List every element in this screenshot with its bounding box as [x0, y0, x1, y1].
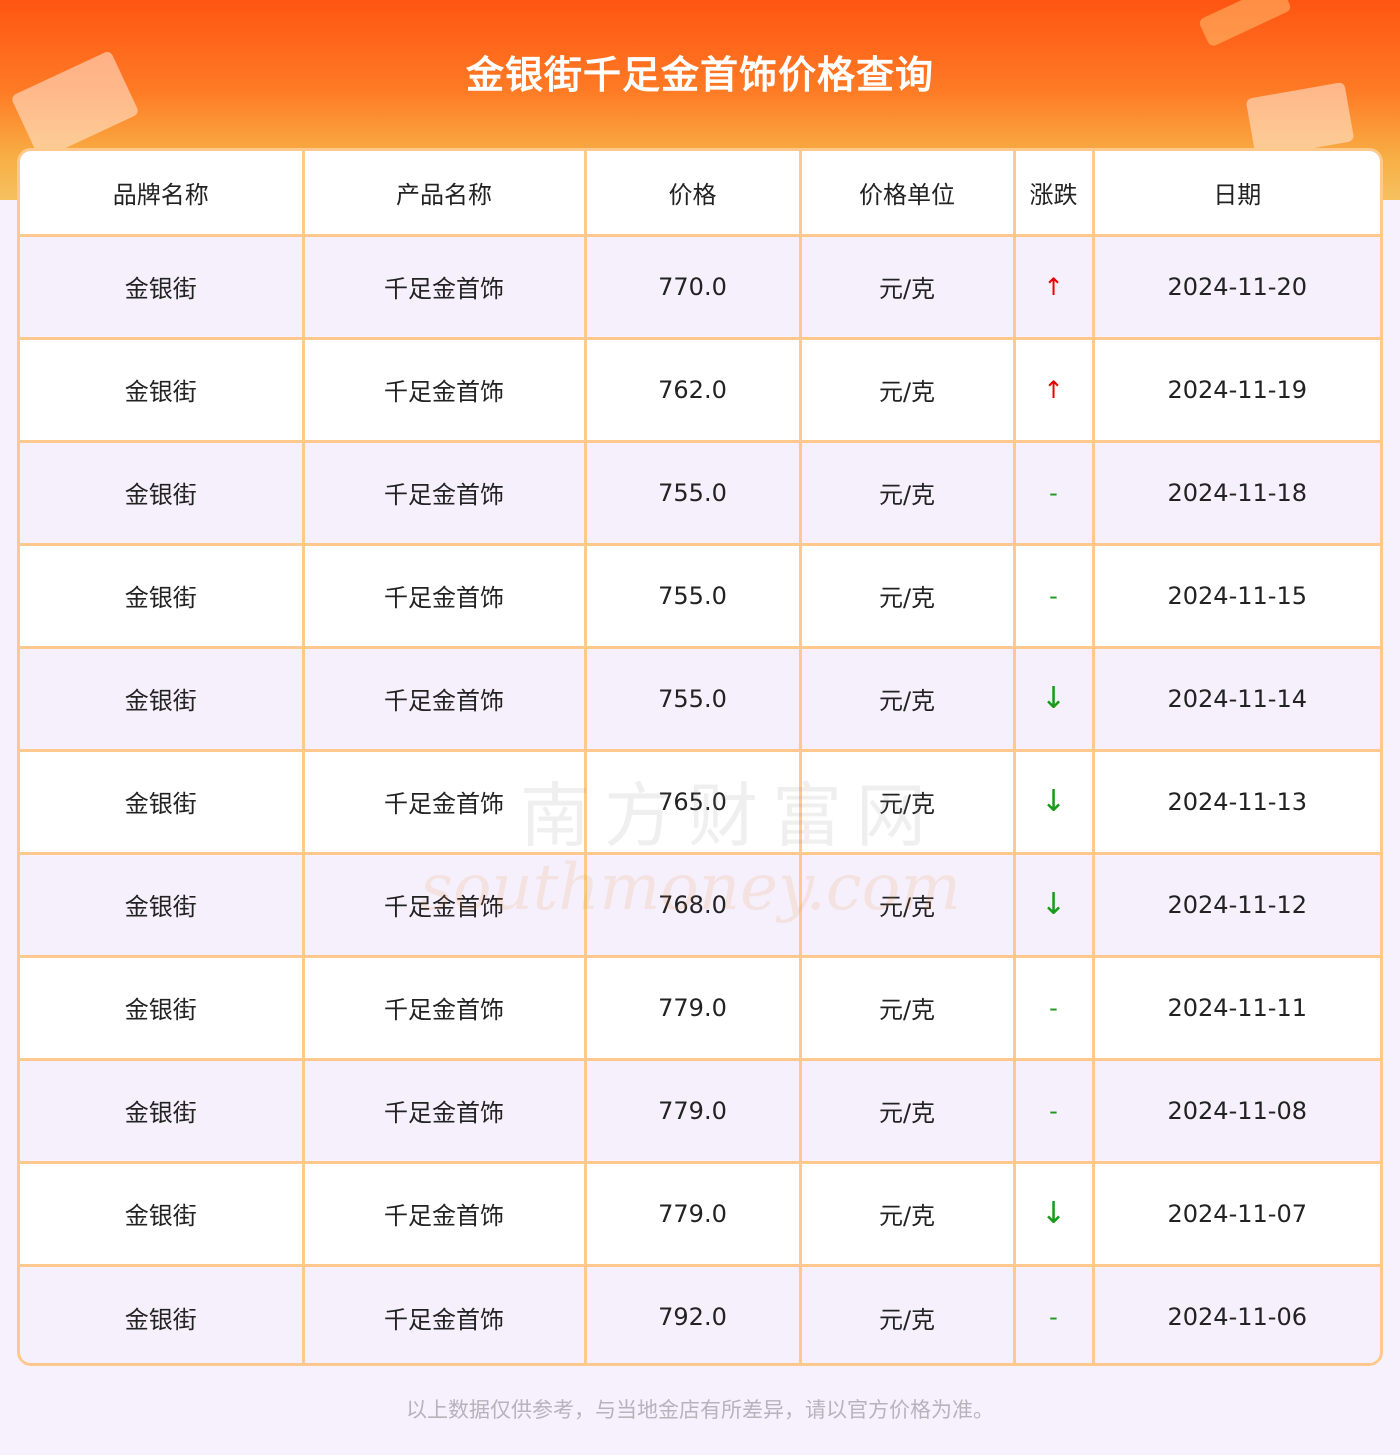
arrow-up-icon: ↑ — [1012, 336, 1095, 443]
table-row: 金银街 千足金首饰 755.0 元/克 -2024-11-18 — [20, 439, 1380, 546]
cell-date: 2024-11-11 — [1091, 954, 1380, 1061]
cell-unit: 元/克 — [798, 1160, 1016, 1267]
arrow-down-icon: ↓ — [1012, 645, 1095, 752]
cell-brand: 金银街 — [20, 954, 305, 1061]
cell-product: 千足金首饰 — [301, 1263, 587, 1363]
cell-product: 千足金首饰 — [301, 336, 587, 443]
header-unit: 价格单位 — [798, 151, 1016, 237]
cell-unit: 元/克 — [798, 542, 1016, 649]
cell-price: 792.0 — [583, 1263, 802, 1363]
cell-unit: 元/克 — [798, 954, 1016, 1061]
cell-date: 2024-11-07 — [1091, 1160, 1380, 1267]
cell-product: 千足金首饰 — [301, 233, 587, 340]
cell-unit: 元/克 — [798, 1057, 1016, 1164]
cell-brand: 金银街 — [20, 645, 305, 752]
no-change-icon: - — [1012, 1057, 1095, 1164]
cell-price: 779.0 — [583, 1160, 802, 1267]
cell-product: 千足金首饰 — [301, 645, 587, 752]
table-row: 金银街 千足金首饰 755.0 元/克 ↓ 2024-11-14 — [20, 645, 1380, 752]
no-change-icon: - — [1012, 439, 1095, 546]
table-row: 金银街 千足金首饰 762.0 元/克 ↑ 2024-11-19 — [20, 336, 1380, 443]
price-table-card: 品牌名称 产品名称 价格 价格单位 涨跌 日期 金银街 千足金首饰 770.0 元/克… — [17, 148, 1383, 1366]
cell-price: 779.0 — [583, 954, 802, 1061]
table-row: 金银街 千足金首饰 779.0 元/克 -2024-11-11 — [20, 954, 1380, 1061]
cell-price: 755.0 — [583, 645, 802, 752]
table-row: 金银街 千足金首饰 779.0 元/克 -2024-11-08 — [20, 1057, 1380, 1164]
cell-price: 779.0 — [583, 1057, 802, 1164]
header-brand: 品牌名称 — [20, 151, 305, 237]
cell-unit: 元/克 — [798, 336, 1016, 443]
table-header-row: 品牌名称 产品名称 价格 价格单位 涨跌 日期 — [20, 151, 1380, 237]
price-table: 品牌名称 产品名称 价格 价格单位 涨跌 日期 金银街 千足金首饰 770.0 元/克… — [20, 151, 1380, 1363]
arrow-down-icon: ↓ — [1012, 1160, 1095, 1267]
cell-date: 2024-11-18 — [1091, 439, 1380, 546]
cell-price: 770.0 — [583, 233, 802, 340]
cell-brand: 金银街 — [20, 1263, 305, 1363]
cell-product: 千足金首饰 — [301, 851, 587, 958]
cell-unit: 元/克 — [798, 233, 1016, 340]
header-product: 产品名称 — [301, 151, 587, 237]
cell-unit: 元/克 — [798, 439, 1016, 546]
cell-date: 2024-11-12 — [1091, 851, 1380, 958]
table-row: 金银街 千足金首饰 792.0 元/克 -2024-11-06 — [20, 1263, 1380, 1363]
cell-price: 755.0 — [583, 439, 802, 546]
cell-product: 千足金首饰 — [301, 748, 587, 855]
cell-price: 762.0 — [583, 336, 802, 443]
decorative-gold-bar — [1197, 0, 1293, 48]
cell-date: 2024-11-15 — [1091, 542, 1380, 649]
arrow-up-icon: ↑ — [1012, 233, 1095, 340]
no-change-icon: - — [1012, 542, 1095, 649]
cell-brand: 金银街 — [20, 1160, 305, 1267]
cell-unit: 元/克 — [798, 645, 1016, 752]
cell-price: 755.0 — [583, 542, 802, 649]
cell-brand: 金银街 — [20, 748, 305, 855]
no-change-icon: - — [1012, 954, 1095, 1061]
cell-product: 千足金首饰 — [301, 1160, 587, 1267]
arrow-down-icon: ↓ — [1012, 851, 1095, 958]
cell-date: 2024-11-13 — [1091, 748, 1380, 855]
header-date: 日期 — [1091, 151, 1380, 237]
cell-product: 千足金首饰 — [301, 954, 587, 1061]
cell-unit: 元/克 — [798, 1263, 1016, 1363]
cell-unit: 元/克 — [798, 748, 1016, 855]
cell-price: 765.0 — [583, 748, 802, 855]
table-row: 金银街 千足金首饰 768.0 元/克 ↓ 2024-11-12 — [20, 851, 1380, 958]
cell-unit: 元/克 — [798, 851, 1016, 958]
cell-date: 2024-11-19 — [1091, 336, 1380, 443]
page-title: 金银街千足金首饰价格查询 — [465, 53, 934, 97]
header-change: 涨跌 — [1012, 151, 1095, 237]
table-row: 金银街 千足金首饰 755.0 元/克 -2024-11-15 — [20, 542, 1380, 649]
cell-date: 2024-11-08 — [1091, 1057, 1380, 1164]
cell-brand: 金银街 — [20, 336, 305, 443]
cell-product: 千足金首饰 — [301, 439, 587, 546]
cell-product: 千足金首饰 — [301, 542, 587, 649]
cell-brand: 金银街 — [20, 233, 305, 340]
cell-date: 2024-11-14 — [1091, 645, 1380, 752]
arrow-down-icon: ↓ — [1012, 748, 1095, 855]
table-row: 金银街 千足金首饰 779.0 元/克 ↓ 2024-11-07 — [20, 1160, 1380, 1267]
cell-date: 2024-11-20 — [1091, 233, 1380, 340]
cell-brand: 金银街 — [20, 851, 305, 958]
disclaimer: 以上数据仅供参考，与当地金店有所差异，请以官方价格为准。 — [406, 1398, 994, 1422]
table-row: 金银街 千足金首饰 765.0 元/克 ↓ 2024-11-13 — [20, 748, 1380, 855]
cell-date: 2024-11-06 — [1091, 1263, 1380, 1363]
cell-brand: 金银街 — [20, 439, 305, 546]
header-price: 价格 — [583, 151, 802, 237]
cell-product: 千足金首饰 — [301, 1057, 587, 1164]
cell-brand: 金银街 — [20, 542, 305, 649]
cell-brand: 金银街 — [20, 1057, 305, 1164]
table-row: 金银街 千足金首饰 770.0 元/克 ↑ 2024-11-20 — [20, 233, 1380, 340]
no-change-icon: - — [1012, 1263, 1095, 1363]
cell-price: 768.0 — [583, 851, 802, 958]
